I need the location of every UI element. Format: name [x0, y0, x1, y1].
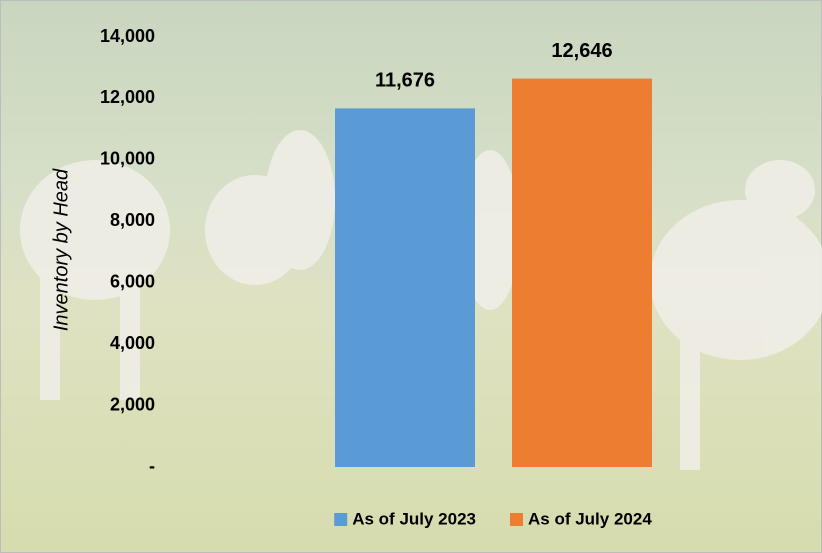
- legend-label: As of July 2024: [528, 509, 652, 528]
- legend-swatch: [510, 513, 523, 526]
- bar: [512, 78, 652, 467]
- y-tick-label: 4,000: [110, 333, 155, 353]
- y-tick-label: 14,000: [100, 26, 155, 46]
- bar: [335, 108, 475, 467]
- value-label: 12,646: [551, 40, 612, 62]
- background-photo: [20, 130, 822, 470]
- y-tick-label: 12,000: [100, 87, 155, 107]
- y-tick-label: -: [149, 456, 155, 476]
- y-axis-label: Inventory by Head: [50, 168, 72, 331]
- y-tick-label: 10,000: [100, 149, 155, 169]
- legend-swatch: [334, 513, 348, 526]
- legend-label: As of July 2023: [352, 509, 476, 528]
- value-label: 11,676: [375, 70, 435, 92]
- y-tick-label: 6,000: [110, 271, 155, 291]
- y-tick-label: 2,000: [110, 394, 155, 414]
- y-tick-label: 8,000: [110, 210, 155, 230]
